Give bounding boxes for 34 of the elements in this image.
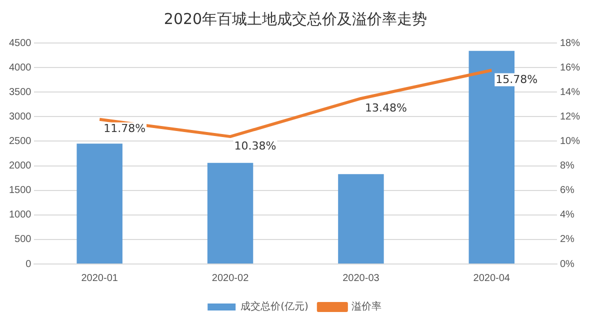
data-label: 10.38% [234,139,276,152]
y2-tick-label: 0% [560,258,575,270]
y2-tick-label: 18% [560,38,580,49]
chart-title: 2020年百城土地成交总价及溢价率走势 [162,9,428,30]
y2-tick-label: 12% [560,111,580,122]
y2-tick-label: 8% [560,160,575,172]
bar [207,162,254,264]
y2-tick-label: 16% [560,62,580,74]
bar [76,144,122,264]
y2-tick-label: 14% [560,86,580,98]
y-tick-label: 3500 [8,86,32,98]
x-tick-label: 2020-04 [473,272,510,284]
y-tick-label: 4500 [8,38,32,49]
data-label: 13.48% [364,101,407,114]
y2-tick-label: 10% [560,136,580,147]
legend-label: 溢价率 [351,300,382,313]
y-tick-label: 2000 [8,160,32,172]
y-tick-label: 1000 [8,210,32,221]
y-tick-label: 1500 [8,185,32,196]
y2-tick-label: 2% [560,234,575,246]
y-tick-label: 3000 [8,111,32,122]
y-tick-label: 4000 [8,62,32,74]
y-tick-label: 500 [14,234,32,246]
y2-tick-label: 4% [560,210,575,221]
y2-tick-label: 6% [560,185,575,196]
data-label: 11.78% [104,122,146,136]
x-tick-label: 2020-03 [342,272,380,284]
y-tick-label: 0 [26,258,32,270]
x-tick-label: 2020-02 [212,272,250,284]
x-tick-label: 2020-01 [81,272,118,284]
legend-label: 成交总价(亿元) [240,300,308,313]
y-tick-label: 2500 [8,136,32,147]
data-label: 15.78% [496,73,538,86]
bar [338,174,384,264]
